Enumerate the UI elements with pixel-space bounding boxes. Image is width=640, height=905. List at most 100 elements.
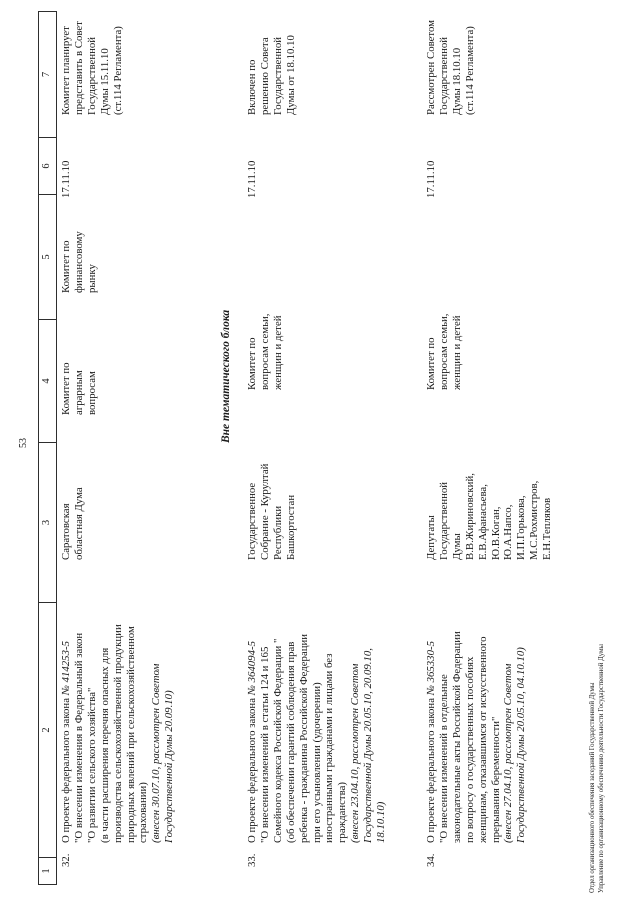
cell-bill-description-line: гражданства) [336, 634, 349, 843]
bill-number-italic: № 414253-5 [60, 641, 72, 696]
bill-number-italic: Государственной Думы 20.09.10) [163, 690, 176, 843]
cell-row-number-line: 34. [425, 853, 437, 868]
bill-number-italic: (внесен 23.04.10, рассмотрен Советом [349, 663, 362, 843]
cell-status: Рассмотрен Советом Государственной Думы 18… [425, 20, 477, 115]
bill-number-italic: (внесен 30.07.10, рассмотрен Советом [150, 663, 163, 843]
cell-status-line: Государственной [85, 36, 98, 115]
cell-initiator-line: Башкортостан [284, 494, 297, 560]
bill-text: "О развитии сельского хозяйства" [85, 687, 98, 843]
cell-committee-line: Комитет по [60, 362, 72, 415]
cell-bill-description-line: "О внесении изменений в статьи 124 и 165 [259, 634, 272, 843]
bill-text: прерывания беременности" [489, 716, 502, 843]
cell-bill-description-line: "О развитии сельского хозяйства" [86, 624, 99, 843]
bill-number-italic: 18.10.10) [375, 801, 388, 843]
cell-bill-description-line: О проекте федерального закона № 364094-5 [246, 634, 259, 843]
cell-bill-description-line: производства сельскохозяйственной продук… [112, 624, 125, 843]
cell-initiator-line: Е.В.Афанасьева, [476, 484, 489, 560]
cell-committee-line: Комитет по [425, 337, 437, 390]
bill-number-italic: № 365330-5 [425, 641, 437, 696]
cell-status-line: Включен по [246, 59, 258, 115]
cell-bill-description-line: Семейного кодекса Российской Федерации " [272, 634, 285, 843]
cell-initiator-line: Республики [271, 505, 284, 560]
cell-bill-description-line: "О внесении изменений в отдельные [438, 631, 451, 843]
cell-bill-description-line: (в части расширения перечня опасных для [99, 624, 112, 843]
cell-committee-line: вопросам [85, 371, 98, 415]
cell-bill-description: О проекте федерального закона № 365330-5… [425, 631, 528, 843]
cell-committee-line: аграрным [72, 370, 85, 415]
cell-co-committee-line: финансовому [72, 231, 85, 293]
cell-committee: Комитет по вопросам семьи, женщин и детей [425, 314, 464, 390]
bill-text: "О внесении изменений в отдельные [437, 674, 450, 843]
bill-text: женщинам, отказавшимся от искусственного [476, 636, 489, 843]
cell-committee-line: вопросам семьи, [437, 313, 450, 390]
cell-initiator-line: Собрание - Курултай [258, 463, 271, 560]
cell-row-number: 34. [425, 854, 438, 868]
cell-bill-description: О проекте федерального закона № 414253-5… [60, 624, 176, 843]
cell-status-line: представить в Совет [72, 21, 85, 115]
cell-co-committee-line: Комитет по [60, 240, 72, 293]
cell-bill-description-line: природных явлений при сельскохозяйственн… [125, 624, 138, 843]
cell-bill-description-line: ребенка - гражданина Российской Федераци… [298, 634, 311, 843]
bill-text: "О внесении изменений в статьи 124 и 165 [258, 646, 271, 843]
cell-date: 17.11.10 [425, 161, 438, 198]
bill-text: законодательные акты Российской Федераци… [450, 631, 463, 843]
bill-text: производства сельскохозяйственной продук… [111, 624, 124, 843]
bill-text: страховании) [137, 782, 150, 843]
bill-text: ребенка - гражданина Российской Федераци… [297, 633, 310, 843]
cell-date: 17.11.10 [246, 161, 259, 198]
cell-bill-description-line: (внесен 23.04.10, рассмотрен Советом [349, 634, 362, 843]
cell-row-number: 33. [246, 854, 259, 868]
cell-status-line: решению Совета [258, 37, 271, 115]
cell-status-line: Думы 15.11.10 [98, 48, 111, 115]
bill-number-italic: Государственной Думы 20.05.10, 20.09.10, [362, 648, 375, 843]
cell-row-number: 32. [60, 854, 73, 868]
cell-bill-description-line: Государственной Думы 20.09.10) [163, 624, 176, 843]
cell-bill-description-line: (внесен 30.07.10, рассмотрен Советом [150, 624, 163, 843]
cell-initiator: Саратовская областная Дума [60, 487, 86, 560]
cell-initiator-line: областная Дума [72, 487, 85, 560]
bill-text: при его усыновлении (удочерении) [310, 682, 323, 843]
cell-initiator-line: Государственное [246, 482, 258, 560]
cell-initiator-line: Ю.В.Коган, [489, 506, 502, 560]
cell-status-line: Государственной [271, 36, 284, 115]
cell-bill-description-line: О проекте федерального закона № 365330-5 [425, 631, 438, 843]
cell-status: Комитет планирует представить в Совет Госу… [60, 21, 125, 115]
bill-number-italic: (внесен 27.04.10, рассмотрен Советом [502, 663, 515, 843]
cell-status-line: Думы 18.10.10 [450, 47, 463, 115]
cell-co-committee: Комитет по финансовому рынку [60, 231, 99, 293]
bill-text: (об обеспечении гарантий соблюдения прав [284, 641, 297, 843]
cell-initiator-line: Саратовская [60, 503, 72, 560]
bill-number-italic: № 364094-5 [246, 641, 258, 696]
cell-initiator-line: Государственной [437, 481, 450, 560]
cell-date-line: 17.11.10 [246, 160, 258, 198]
cell-bill-description-line: О проекте федерального закона № 414253-5 [60, 624, 73, 843]
cell-bill-description-line: иностранными гражданами и лицами без [323, 634, 336, 843]
cell-co-committee-line: рынку [85, 264, 98, 293]
cell-bill-description: О проекте федерального закона № 364094-5… [246, 634, 388, 843]
cell-initiator-line: Депутаты [425, 515, 437, 560]
page-footer: Отдел организационного обеспечения засед… [588, 644, 606, 893]
bill-text: О проекте федерального закона [246, 695, 258, 843]
bill-text: гражданства) [336, 782, 349, 843]
bill-text: (в части расширения перечня опасных для [98, 647, 111, 843]
cell-bill-description-line: 18.10.10) [375, 634, 388, 843]
cell-committee-line: вопросам семьи, [258, 313, 271, 390]
cell-status-line: Думы от 18.10.10 [284, 35, 297, 115]
cell-committee: Комитет по аграрным вопросам [60, 362, 99, 415]
bill-text: природных явлений при сельскохозяйственн… [124, 626, 137, 843]
footer-line-1: Отдел организационного обеспечения засед… [589, 682, 596, 893]
cell-initiator-line: В.В.Жириновский, [463, 473, 476, 560]
footer-line-2: Управление по организационному обеспечен… [598, 644, 606, 893]
cell-bill-description-line: при его усыновлении (удочерении) [311, 634, 324, 843]
cell-row-number-line: 32. [60, 853, 72, 868]
bill-text: иностранными гражданами и лицами без [323, 653, 336, 843]
cell-status-line: (ст.114 Регламента) [463, 26, 476, 115]
cell-committee: Комитет по вопросам семьи, женщин и детей [246, 314, 285, 390]
cell-initiator: Депутаты Государственной Думы В.В.Жириновск… [425, 473, 554, 560]
cell-row-number-line: 33. [246, 853, 258, 868]
bill-text: О проекте федерального закона [425, 695, 437, 843]
bill-text: "О внесении изменения в Федеральный зако… [72, 632, 85, 843]
